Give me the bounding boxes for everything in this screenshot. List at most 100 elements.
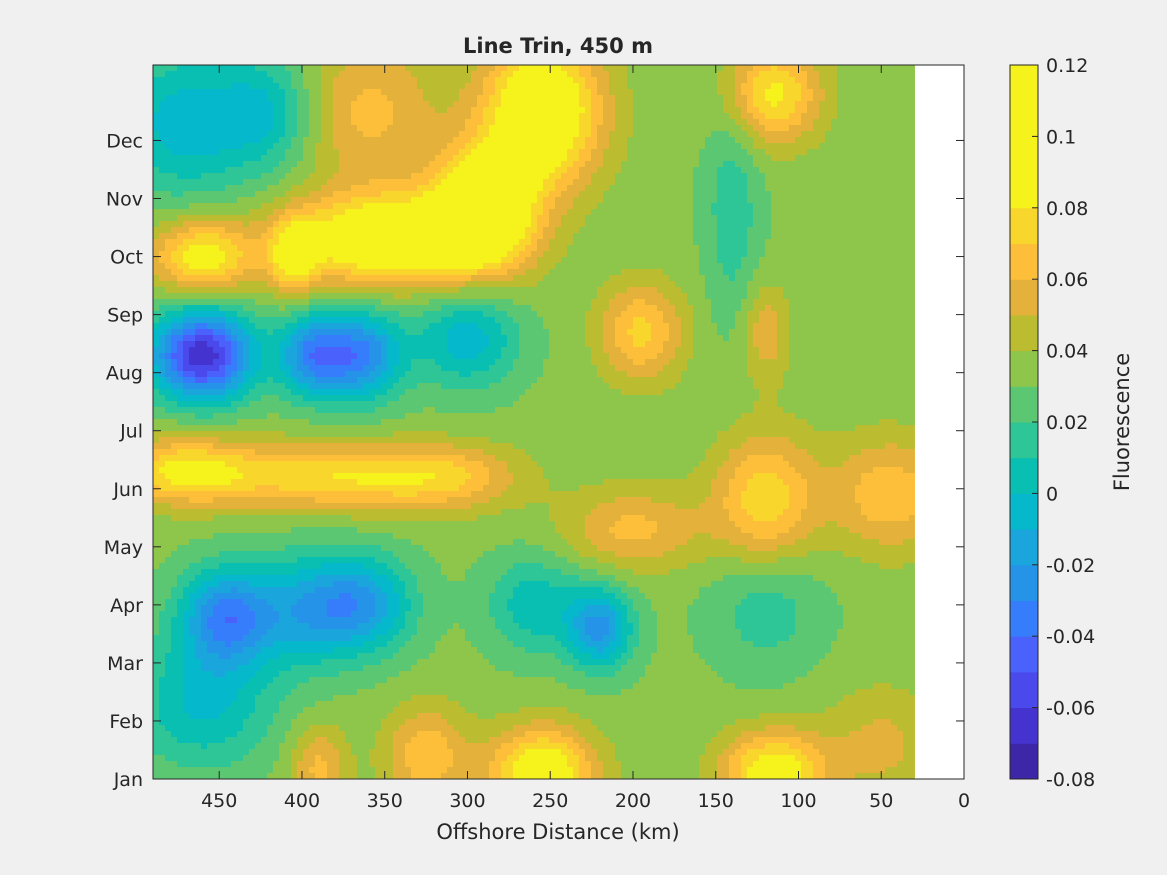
contour-cell	[579, 233, 586, 240]
contour-cell	[795, 95, 802, 102]
contour-cell	[765, 83, 772, 90]
contour-cell	[513, 137, 520, 144]
contour-cell	[657, 293, 664, 300]
contour-cell	[219, 203, 226, 210]
contour-cell	[885, 137, 892, 144]
contour-cell	[249, 293, 256, 300]
contour-cell	[333, 191, 340, 198]
contour-cell	[675, 263, 682, 270]
contour-cell	[351, 89, 358, 96]
contour-cell	[231, 293, 238, 300]
contour-cell	[177, 137, 184, 144]
contour-cell	[597, 293, 604, 300]
contour-cell	[597, 83, 604, 90]
contour-cell	[561, 149, 568, 156]
contour-cell	[597, 179, 604, 186]
contour-cell	[675, 95, 682, 102]
contour-cell	[447, 173, 454, 180]
contour-cell	[861, 239, 868, 246]
contour-cell	[267, 131, 274, 138]
contour-cell	[621, 221, 628, 228]
contour-cell	[711, 227, 718, 234]
contour-cell	[435, 95, 442, 102]
contour-cell	[903, 239, 910, 246]
contour-cell	[567, 269, 574, 276]
contour-cell	[639, 107, 646, 114]
contour-cell	[801, 239, 808, 246]
contour-cell	[579, 95, 586, 102]
contour-cell	[333, 71, 340, 78]
contour-cell	[237, 107, 244, 114]
contour-cell	[873, 185, 880, 192]
contour-cell	[321, 281, 328, 288]
contour-cell	[429, 203, 436, 210]
contour-cell	[243, 275, 250, 282]
contour-cell	[363, 293, 370, 300]
contour-cell	[321, 167, 328, 174]
contour-cell	[423, 245, 430, 252]
contour-cell	[249, 71, 256, 78]
contour-cell	[741, 143, 748, 150]
contour-cell	[621, 293, 628, 300]
contour-cell	[249, 251, 256, 258]
contour-cell	[351, 143, 358, 150]
contour-cell	[603, 251, 610, 258]
contour-cell	[345, 293, 352, 300]
contour-cell	[279, 299, 286, 306]
contour-cell	[807, 107, 814, 114]
contour-cell	[669, 203, 676, 210]
contour-cell	[249, 209, 256, 216]
contour-cell	[771, 233, 778, 240]
contour-cell	[435, 263, 442, 270]
contour-cell	[489, 143, 496, 150]
contour-cell	[579, 107, 586, 114]
contour-cell	[909, 173, 915, 180]
contour-cell	[627, 113, 634, 120]
contour-cell	[387, 287, 394, 294]
contour-cell	[153, 287, 160, 294]
contour-cell	[717, 245, 724, 252]
contour-cell	[597, 245, 604, 252]
contour-cell	[819, 221, 826, 228]
contour-cell	[909, 179, 915, 186]
contour-cell	[351, 215, 358, 222]
contour-cell	[573, 209, 580, 216]
contour-cell	[633, 227, 640, 234]
contour-cell	[801, 131, 808, 138]
contour-cell	[705, 281, 712, 288]
contour-cell	[879, 155, 886, 162]
contour-cell	[429, 155, 436, 162]
contour-cell	[891, 161, 898, 168]
contour-cell	[645, 125, 652, 132]
contour-cell	[201, 137, 208, 144]
contour-cell	[471, 149, 478, 156]
contour-cell	[807, 95, 814, 102]
contour-cell	[429, 245, 436, 252]
contour-cell	[801, 203, 808, 210]
contour-cell	[897, 287, 904, 294]
contour-cell	[171, 71, 178, 78]
contour-cell	[687, 143, 694, 150]
contour-cell	[747, 275, 754, 282]
contour-cell	[171, 143, 178, 150]
contour-cell	[771, 191, 778, 198]
contour-cell	[267, 287, 274, 294]
contour-cell	[597, 89, 604, 96]
contour-cell	[777, 131, 784, 138]
contour-cell	[225, 101, 232, 108]
contour-cell	[531, 263, 538, 270]
contour-cell	[555, 257, 562, 264]
contour-cell	[291, 287, 298, 294]
contour-cell	[417, 137, 424, 144]
contour-cell	[513, 263, 520, 270]
contour-cell	[741, 269, 748, 276]
contour-cell	[873, 95, 880, 102]
contour-cell	[159, 119, 166, 126]
contour-cell	[639, 167, 646, 174]
contour-cell	[705, 245, 712, 252]
contour-cell	[873, 161, 880, 168]
contour-cell	[681, 167, 688, 174]
contour-cell	[417, 239, 424, 246]
contour-cell	[339, 179, 346, 186]
contour-cell	[579, 167, 586, 174]
